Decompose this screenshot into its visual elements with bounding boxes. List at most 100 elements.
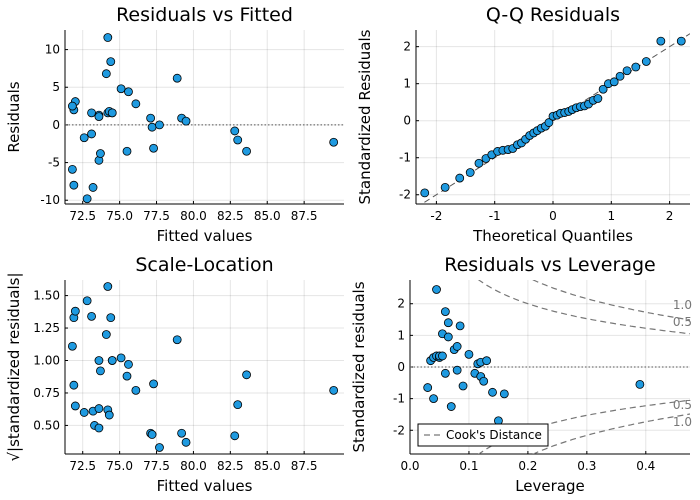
cooks-distance-curve xyxy=(477,399,690,454)
y-tick-label: 1.25 xyxy=(33,321,60,335)
x-tick-label: 85.0 xyxy=(254,209,281,223)
residuals-vs-leverage-plot: 0.0 0.1 0.2 0.3 0.4 -2 -1 0 1 2 1.0 0.5 0.5 1.0 Cook's… xyxy=(350,254,692,495)
data-point xyxy=(446,402,456,411)
y-tick-label: 1 xyxy=(403,77,411,91)
data-point xyxy=(94,356,104,365)
y-tick-label: 10 xyxy=(45,43,60,57)
data-point xyxy=(609,77,619,87)
data-point xyxy=(131,385,141,395)
plot-title: Residuals vs Fitted xyxy=(116,4,293,26)
legend-box xyxy=(417,423,549,447)
y-tick-label: 2 xyxy=(403,40,411,54)
data-point xyxy=(233,400,243,410)
data-point xyxy=(544,118,554,127)
data-point xyxy=(474,158,484,168)
data-point xyxy=(420,188,430,198)
y-tick-label: 2 xyxy=(397,297,405,311)
x-tick-label: 2 xyxy=(666,209,674,223)
data-point xyxy=(172,335,182,345)
cooks-distance-label: 1.0 xyxy=(673,298,692,312)
data-point xyxy=(94,112,104,122)
cooks-distance-label: 1.0 xyxy=(673,415,692,429)
y-axis-label: Standardized Residuals xyxy=(356,29,374,204)
x-tick-label: 80.0 xyxy=(180,459,207,473)
cooks-distance-label: 0.5 xyxy=(673,315,692,329)
data-point xyxy=(615,71,625,81)
data-point xyxy=(147,122,157,132)
data-point xyxy=(70,401,80,411)
x-tick-label: 75.0 xyxy=(106,209,133,223)
y-tick-label: -5 xyxy=(48,156,60,170)
data-point xyxy=(96,149,105,158)
data-point xyxy=(230,126,240,136)
data-point xyxy=(147,430,157,439)
plot-title: Q-Q Residuals xyxy=(486,4,620,26)
data-point xyxy=(181,116,191,126)
data-point xyxy=(122,371,132,381)
data-point xyxy=(87,311,96,321)
data-point xyxy=(440,368,450,378)
data-point xyxy=(488,387,497,397)
x-tick-label: 0.4 xyxy=(636,459,655,473)
y-tick-label: 0 xyxy=(403,114,411,128)
data-point xyxy=(499,389,509,399)
data-point xyxy=(479,376,489,386)
data-point xyxy=(443,318,453,328)
data-point xyxy=(429,394,438,404)
y-tick-label: 1.50 xyxy=(33,289,60,303)
data-point xyxy=(69,180,79,190)
data-point xyxy=(622,66,632,76)
x-axis-label: Theoretical Quantiles xyxy=(472,227,633,245)
data-point xyxy=(146,113,156,123)
data-point xyxy=(88,183,98,192)
data-point xyxy=(631,62,641,72)
data-point xyxy=(87,108,96,118)
data-point xyxy=(87,129,96,139)
data-point xyxy=(149,143,158,153)
y-tick-label: 0 xyxy=(52,118,60,132)
data-point xyxy=(242,146,251,156)
data-point xyxy=(101,330,111,339)
y-tick-label: 0.50 xyxy=(33,418,60,432)
x-tick-label: 72.5 xyxy=(69,459,96,473)
data-point xyxy=(94,404,104,413)
x-tick-label: -1 xyxy=(489,209,501,223)
x-axis-label: Fitted values xyxy=(157,477,253,495)
x-tick-label: 0.1 xyxy=(459,459,478,473)
data-point xyxy=(101,69,111,79)
legend-label: Cook's Distance xyxy=(446,428,542,442)
data-point xyxy=(455,321,465,331)
plot-data-area xyxy=(420,33,690,204)
data-point xyxy=(440,307,450,317)
data-point xyxy=(452,365,462,375)
data-point xyxy=(635,379,645,389)
data-point xyxy=(69,380,79,390)
data-point xyxy=(149,379,158,389)
data-point xyxy=(443,332,453,342)
plot-title: Scale-Location xyxy=(135,254,273,276)
x-tick-label: 87.5 xyxy=(291,209,318,223)
data-point xyxy=(82,194,92,204)
data-point xyxy=(656,36,666,46)
data-point xyxy=(131,99,141,109)
data-point xyxy=(116,84,126,94)
cooks-distance-curve xyxy=(531,413,690,454)
x-tick-label: 0 xyxy=(549,209,557,223)
data-point xyxy=(230,431,240,441)
scale-location-plot: 72.5 75.0 77.5 80.0 82.5 85.0 87.5 0.50 0.75 1.00… xyxy=(5,254,344,495)
data-point xyxy=(70,306,80,316)
x-tick-label: 82.5 xyxy=(217,209,244,223)
data-point xyxy=(67,341,77,351)
x-axis-label: Fitted values xyxy=(157,227,253,245)
y-tick-label: 5 xyxy=(52,80,60,94)
data-point xyxy=(593,94,603,103)
data-point xyxy=(96,366,105,376)
data-point xyxy=(233,135,243,145)
data-point xyxy=(107,108,117,118)
cooks-distance-curve xyxy=(477,280,690,335)
y-tick-label: -2 xyxy=(393,423,405,437)
cooks-distance-curve xyxy=(531,280,690,321)
x-tick-label: 87.5 xyxy=(291,459,318,473)
data-point xyxy=(155,120,164,130)
y-tick-label: 1 xyxy=(397,328,405,342)
